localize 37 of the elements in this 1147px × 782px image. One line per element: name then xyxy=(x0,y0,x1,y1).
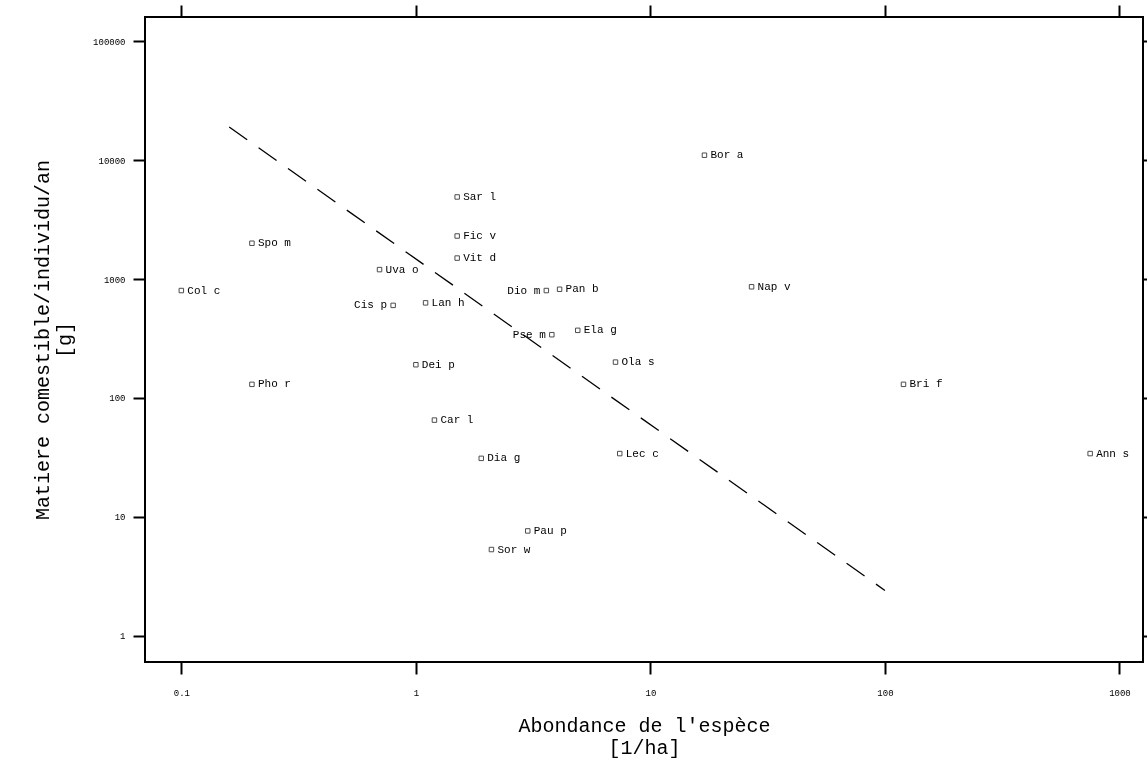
x-axis-title: Abondance de l'espèce [1/ha] xyxy=(518,714,771,760)
y-tick-label: 100 xyxy=(109,394,126,405)
data-label: Dei p xyxy=(421,358,455,371)
data-label: Dia g xyxy=(487,452,521,465)
y-tick-label: 10 xyxy=(114,513,126,524)
x-tick-label: 0.1 xyxy=(173,688,190,699)
data-label: Cis p xyxy=(354,299,388,312)
data-label: Bri f xyxy=(909,378,943,391)
data-label: Vit d xyxy=(463,252,497,265)
data-label: Ela g xyxy=(583,324,617,337)
x-tick-label: 1000 xyxy=(1109,688,1131,699)
x-tick-label: 10 xyxy=(645,688,657,699)
data-label: Dio m xyxy=(507,284,541,297)
y-tick-label: 1 xyxy=(120,632,126,643)
data-label: Col c xyxy=(187,284,221,297)
data-label: Nap v xyxy=(757,280,791,293)
data-label: Lan h xyxy=(431,296,465,309)
y-tick-label: 10000 xyxy=(98,156,126,167)
data-label: Pho r xyxy=(257,378,291,391)
data-label: Sor w xyxy=(497,543,531,556)
y-axis-title: Matiere comestible/individu/an [g] xyxy=(32,159,78,521)
y-tick-label: 100000 xyxy=(93,37,126,48)
data-label: Lec c xyxy=(625,447,659,460)
data-label: Fic v xyxy=(463,230,497,243)
data-label: Bor a xyxy=(710,149,744,162)
data-label: Uva o xyxy=(385,263,419,276)
data-label: Spo m xyxy=(257,237,292,250)
x-tick-label: 1 xyxy=(413,688,420,699)
data-label: Pan b xyxy=(565,283,599,296)
y-tick-label: 1000 xyxy=(103,275,126,286)
data-label: Pse m xyxy=(512,328,547,341)
data-label: Car l xyxy=(440,414,474,427)
data-label: Pau p xyxy=(533,524,567,537)
data-label: Ola s xyxy=(621,356,655,369)
data-label: Ann s xyxy=(1096,447,1130,460)
x-tick-label: 100 xyxy=(877,688,894,699)
data-label: Sar l xyxy=(463,190,497,203)
